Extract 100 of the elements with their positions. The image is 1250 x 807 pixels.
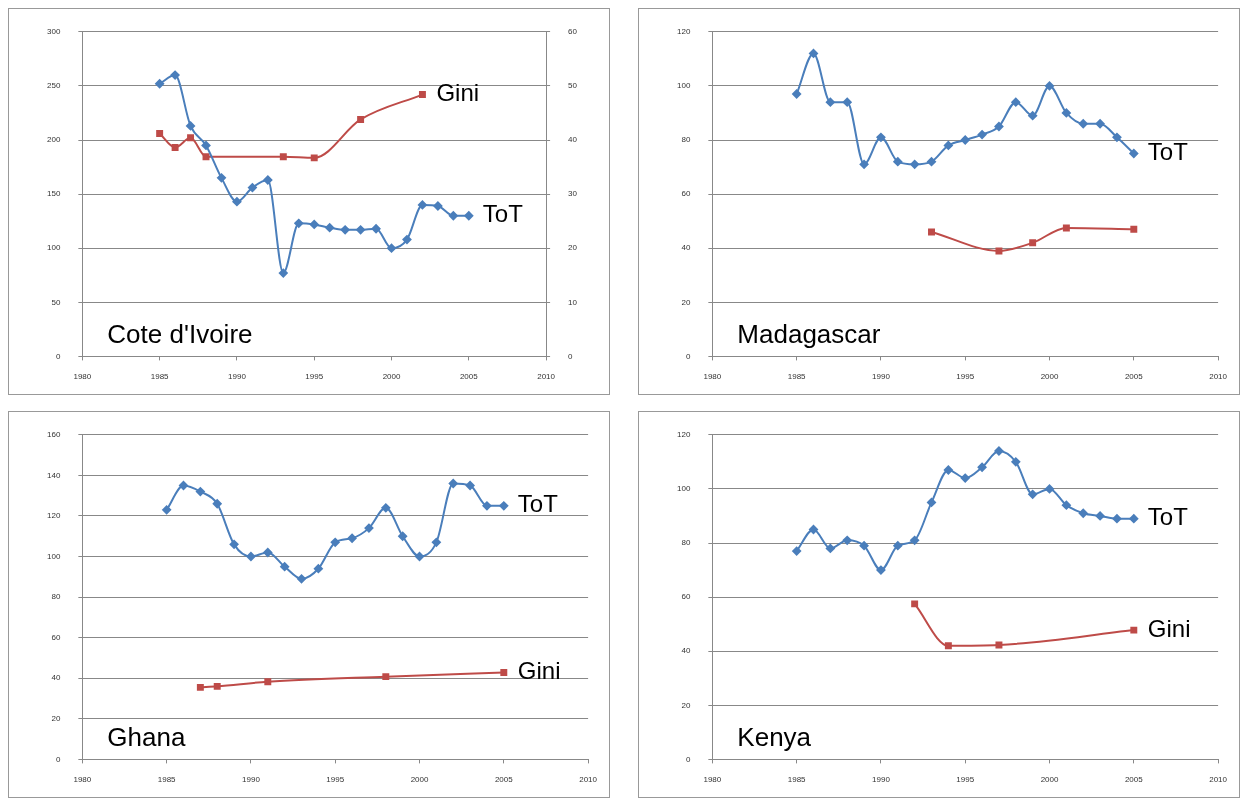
point <box>330 537 340 547</box>
point <box>943 140 953 150</box>
point <box>155 79 165 89</box>
point <box>313 564 323 574</box>
x-tick-label: 1980 <box>73 372 92 382</box>
y2-tick-label: 50 <box>568 81 578 91</box>
point <box>944 642 952 650</box>
point <box>417 200 427 210</box>
x-tick-label: 1990 <box>228 372 247 382</box>
x-tick-label: 1995 <box>305 372 324 382</box>
point <box>387 243 397 253</box>
text: Kenya <box>737 721 812 752</box>
point <box>1045 81 1055 91</box>
x-tick-label: 2005 <box>1124 372 1144 382</box>
text: Cote d'Ivoire <box>107 318 253 349</box>
point <box>247 183 257 193</box>
point <box>928 228 935 236</box>
point <box>431 537 441 547</box>
y-tick-label: 40 <box>681 243 691 253</box>
point <box>187 134 195 142</box>
x-tick-label: 2005 <box>1124 775 1144 785</box>
point <box>179 481 188 491</box>
point <box>1078 119 1088 129</box>
series-label: Gini <box>517 657 561 685</box>
x-tick-label: 1990 <box>872 775 891 785</box>
point <box>195 487 205 497</box>
x-tick-label: 1995 <box>956 775 975 785</box>
y-tick-label: 300 <box>46 27 61 36</box>
point <box>893 541 903 551</box>
x-tick-label: 2000 <box>382 372 401 382</box>
point <box>465 481 475 491</box>
point <box>371 224 381 234</box>
x-tick-label: 2010 <box>579 775 598 785</box>
y-tick-label: 100 <box>676 484 691 494</box>
point <box>1028 489 1038 499</box>
point <box>1045 484 1055 494</box>
point <box>995 247 1003 255</box>
point <box>364 523 374 533</box>
point <box>263 547 273 557</box>
point <box>995 641 1003 649</box>
y-tick-label: 80 <box>681 135 691 145</box>
point <box>263 175 273 185</box>
x-tick-label: 1980 <box>703 372 722 382</box>
series-label: ToT <box>1147 138 1189 166</box>
point <box>309 219 319 229</box>
point <box>340 225 350 235</box>
point <box>1078 508 1088 518</box>
x-tick-label: 1995 <box>956 372 975 382</box>
point <box>809 48 818 58</box>
point <box>910 159 920 169</box>
point <box>381 503 391 513</box>
point <box>859 541 869 551</box>
point <box>170 70 180 80</box>
x-tick-label: 2000 <box>1040 775 1059 785</box>
point <box>911 600 919 608</box>
x-tick-label: 1990 <box>242 775 261 785</box>
point <box>1061 500 1071 510</box>
point <box>186 121 196 131</box>
point <box>382 673 390 681</box>
x-tick-label: 1980 <box>73 775 92 785</box>
point <box>162 505 172 515</box>
text: Ghana <box>107 721 186 752</box>
x-tick-label: 2010 <box>1209 775 1228 785</box>
point <box>402 235 412 245</box>
y-tick-label: 60 <box>681 592 691 602</box>
point <box>910 535 920 545</box>
x-tick-label: 2010 <box>537 372 556 382</box>
point <box>212 499 222 509</box>
x-tick-label: 2005 <box>494 775 514 785</box>
y-tick-label: 0 <box>685 754 691 764</box>
y2-tick-label: 20 <box>568 243 578 253</box>
point <box>216 173 226 183</box>
point <box>418 91 426 99</box>
x-tick-label: 2005 <box>459 372 479 382</box>
y-tick-label: 120 <box>676 430 691 439</box>
point <box>1062 224 1070 232</box>
point <box>1095 511 1105 521</box>
point <box>1129 514 1139 524</box>
point <box>792 89 802 99</box>
series-label: Gini <box>1147 614 1191 642</box>
point <box>1112 514 1122 524</box>
x-tick-label: 1985 <box>787 372 807 382</box>
point <box>202 153 210 161</box>
point <box>213 682 221 690</box>
x-tick-label: 1980 <box>703 775 722 785</box>
point <box>994 446 1004 456</box>
y-tick-label: 0 <box>55 754 61 764</box>
series-label: Gini <box>436 79 480 107</box>
point <box>825 543 835 553</box>
point <box>809 524 818 534</box>
point <box>927 497 937 507</box>
point <box>325 223 335 233</box>
y-tick-label: 140 <box>46 470 61 480</box>
point <box>859 159 869 169</box>
point <box>500 669 508 677</box>
y-tick-label: 20 <box>681 700 691 710</box>
point <box>156 130 164 137</box>
point <box>943 465 953 475</box>
point <box>264 678 272 686</box>
point <box>792 546 802 556</box>
